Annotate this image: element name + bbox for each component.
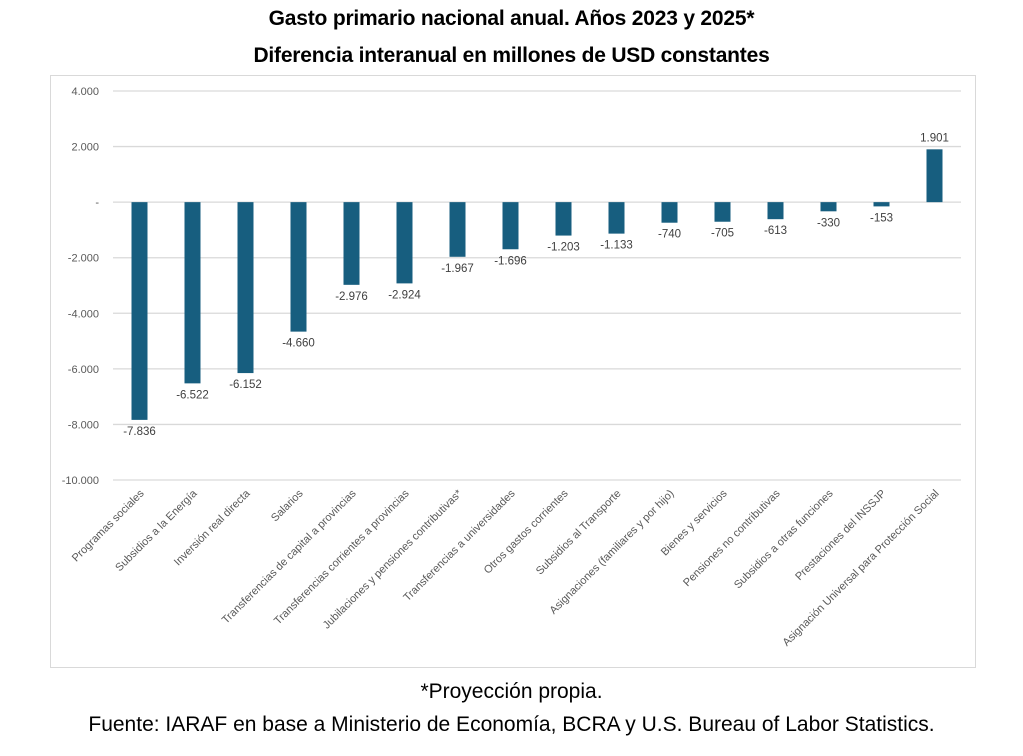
bar: [396, 202, 413, 284]
bar: [714, 202, 731, 222]
bar: [131, 202, 148, 420]
data-label: -740: [658, 229, 681, 241]
data-label: -705: [711, 228, 734, 240]
chart-subtitle: Diferencia interanual en millones de USD…: [253, 44, 770, 67]
bar: [502, 202, 519, 250]
data-label: -2.924: [388, 289, 421, 301]
bars: [131, 149, 943, 420]
bar: [184, 202, 201, 384]
y-tick-label: 4.000: [71, 86, 99, 98]
y-tick-label: 2.000: [71, 142, 99, 154]
bar: [608, 202, 625, 234]
data-label: -1.133: [600, 240, 633, 252]
bar: [449, 202, 466, 257]
data-label: -1.967: [441, 263, 474, 275]
data-label: 1.901: [920, 132, 949, 144]
y-tick-label: -8.000: [68, 419, 99, 431]
y-tick-label: -6.000: [68, 364, 99, 376]
footnote: *Proyección propia.: [420, 680, 603, 703]
y-tick-label: -: [95, 197, 99, 209]
data-labels: -7.836 -6.522 -6.152 -4.660 -2.976 -2.924 -1.9…: [123, 132, 949, 438]
data-label: -1.203: [547, 242, 580, 254]
source-note: Fuente: IARAF en base a Ministerio de Ec…: [88, 713, 935, 736]
category-label: Salarios: [269, 487, 306, 524]
bar: [237, 202, 254, 374]
data-label: -6.152: [229, 379, 262, 391]
y-tick-label: -2.000: [68, 253, 99, 265]
data-label: -4.660: [282, 338, 315, 350]
category-label: Transferencias a universidades: [401, 487, 518, 604]
y-tick-label: -10.000: [62, 475, 99, 487]
bar: [661, 202, 678, 223]
chart-title: Gasto primario nacional anual. Años 2023…: [268, 7, 755, 30]
category-label: Subsidios a otras funciones: [732, 487, 836, 591]
chart-frame: [50, 75, 976, 668]
y-tick-label: -4.000: [68, 308, 99, 320]
bar: [555, 202, 572, 236]
y-axis-ticks: 4.000 2.000 - -2.000 -4.000 -6.000 -8.000 -10.0…: [62, 86, 100, 487]
category-label: Prestaciones del INSSJP: [793, 488, 888, 583]
data-label: -7.836: [123, 426, 156, 438]
data-label: -613: [764, 225, 787, 237]
gridlines: [113, 90, 961, 481]
bar: [820, 202, 837, 212]
data-label: -153: [870, 212, 893, 224]
bar: [767, 202, 784, 220]
bar: [343, 202, 360, 285]
data-label: -2.976: [335, 291, 368, 303]
category-label: Pensiones no contributivas: [681, 487, 783, 589]
bar: [873, 202, 890, 207]
data-label: -6.522: [176, 389, 209, 401]
bar: [926, 149, 943, 203]
data-label: -330: [817, 217, 840, 229]
bar: [290, 202, 307, 332]
data-label: -1.696: [494, 255, 527, 267]
